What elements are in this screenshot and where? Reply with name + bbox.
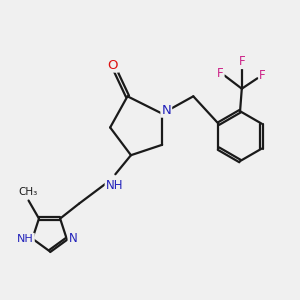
Text: F: F <box>239 55 246 68</box>
Text: N: N <box>161 104 171 117</box>
Text: F: F <box>217 67 224 80</box>
Text: NH: NH <box>106 179 123 192</box>
Text: F: F <box>259 69 266 82</box>
Text: N: N <box>68 232 77 244</box>
Text: CH₃: CH₃ <box>18 187 38 197</box>
Text: O: O <box>108 58 118 72</box>
Text: NH: NH <box>17 234 34 244</box>
